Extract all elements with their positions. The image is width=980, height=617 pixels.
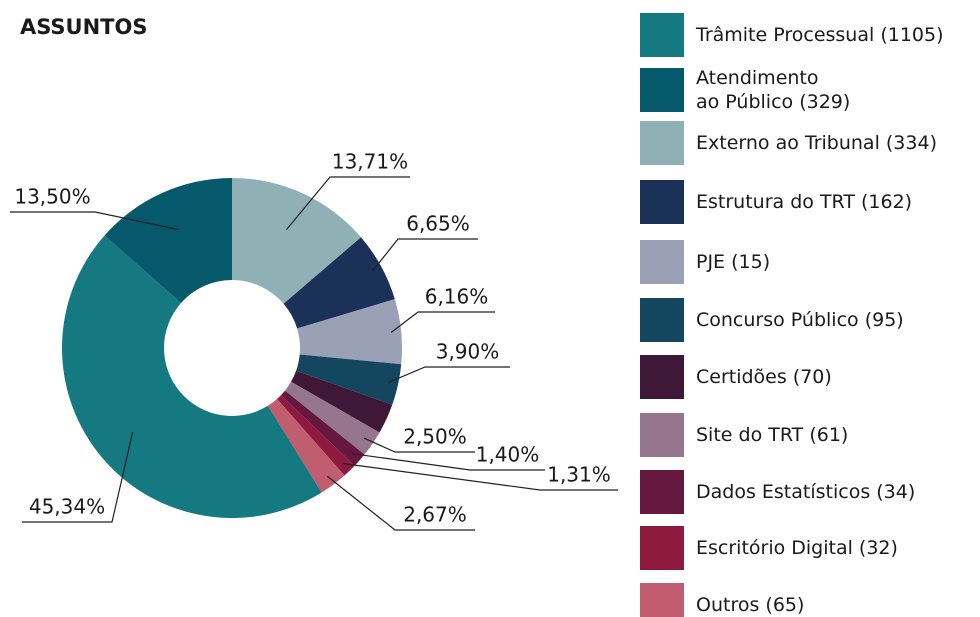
leader-line [10, 211, 179, 231]
slice [296, 354, 402, 405]
data-label: 3,90% [436, 340, 500, 364]
legend-swatch [640, 470, 684, 514]
slice [283, 237, 395, 329]
legend-label: PJE (15) [696, 251, 771, 273]
legend-swatch [640, 583, 684, 617]
leader-line [352, 453, 545, 471]
legend-label: Estrutura do TRT (162) [696, 191, 913, 213]
legend-label: Externo ao Tribunal (334) [696, 132, 937, 154]
slice [62, 235, 322, 519]
data-label: 1,31% [547, 463, 611, 487]
legend-swatch [640, 526, 684, 570]
legend-item: Outros (65) [640, 583, 804, 617]
legend-label: Escritório Digital (32) [696, 537, 898, 559]
legend-swatch [640, 413, 684, 457]
legend-item: Dados Estatísticos (34) [640, 470, 915, 514]
legend-item: Concurso Público (95) [640, 298, 904, 342]
slice [297, 299, 403, 365]
legend-item: Certidões (70) [640, 355, 832, 399]
slice [277, 395, 355, 476]
leader-line [390, 311, 495, 333]
legend-item: Site do TRT (61) [640, 413, 848, 457]
leader-line [327, 475, 475, 531]
legend-item: Externo ao Tribunal (334) [640, 121, 937, 165]
leader-line [387, 366, 510, 384]
leader-line [285, 176, 410, 231]
slice [281, 390, 365, 466]
data-label: 2,67% [403, 503, 467, 527]
legend-label: Concurso Público (95) [696, 309, 904, 331]
legend-label: Outros (65) [696, 594, 805, 616]
legend-item: Atendimento ao Público (329) [640, 66, 850, 114]
legend-item: Trâmite Processual (1105) [640, 13, 944, 57]
leader-line [22, 431, 134, 523]
legend-item: PJE (15) [640, 240, 770, 284]
data-label: 1,40% [476, 443, 540, 467]
data-label: 6,16% [425, 285, 489, 309]
legend-swatch [640, 355, 684, 399]
legend-item: Estrutura do TRT (162) [640, 180, 912, 224]
slice [284, 381, 380, 455]
legend-label: Site do TRT (61) [696, 424, 849, 446]
slice [232, 178, 361, 304]
legend-item: Escritório Digital (32) [640, 526, 898, 570]
slice [104, 178, 232, 304]
slice [291, 370, 393, 433]
legend-label: Trâmite Processual (1105) [696, 24, 944, 46]
leader-line [342, 462, 618, 491]
chart-title: ASSUNTOS [20, 15, 148, 39]
data-label: 13,50% [14, 185, 90, 209]
legend-label: Dados Estatísticos (34) [696, 481, 916, 503]
legend-swatch [640, 13, 684, 57]
legend-swatch [640, 121, 684, 165]
legend-label: Atendimento ao Público (329) [696, 67, 851, 113]
data-label: 2,50% [403, 425, 467, 449]
data-label: 45,34% [29, 495, 105, 519]
legend-swatch [640, 68, 684, 112]
legend-swatch [640, 240, 684, 284]
legend-swatch [640, 180, 684, 224]
legend-label: Certidões (70) [696, 366, 832, 388]
leader-line [363, 437, 475, 453]
legend-swatch [640, 298, 684, 342]
data-label: 13,71% [332, 150, 408, 174]
data-label: 6,65% [406, 212, 470, 236]
leader-line [371, 238, 478, 272]
slice [267, 398, 345, 493]
